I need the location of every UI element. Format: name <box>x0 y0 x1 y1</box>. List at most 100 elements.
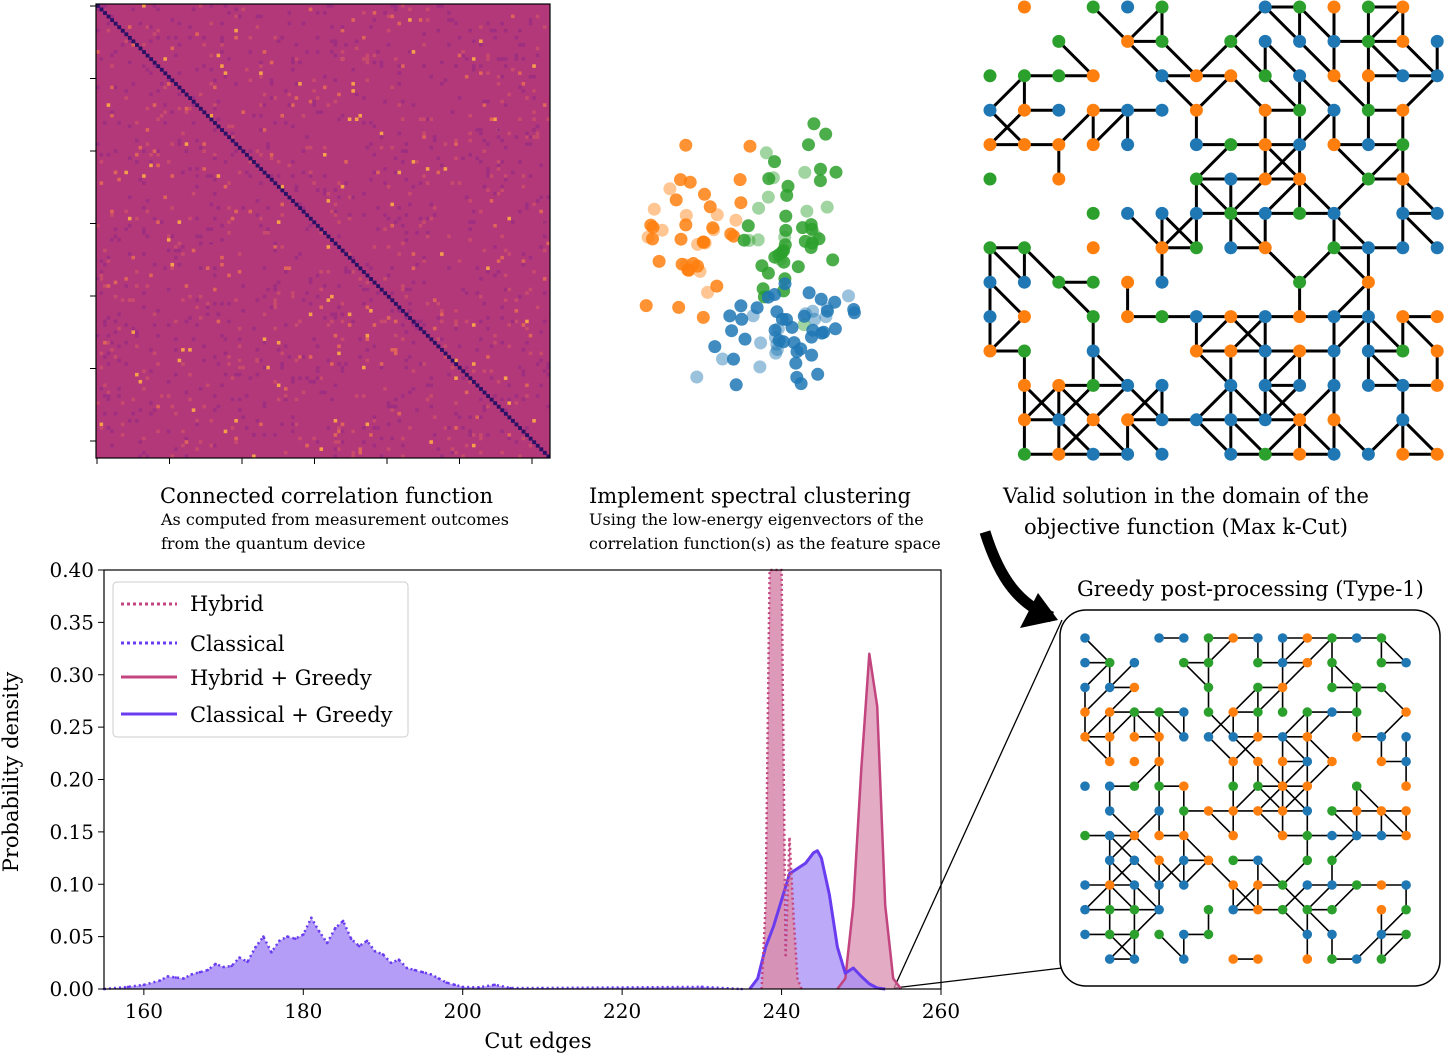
heatmap-cell <box>340 301 345 306</box>
cluster-point-blue <box>753 360 767 374</box>
heatmap-cell <box>127 252 132 256</box>
greedy-graph-edge <box>1084 662 1111 688</box>
heatmap-cell <box>411 369 416 373</box>
maxcut-graph-edge <box>1367 315 1404 353</box>
heatmap-cell <box>110 209 114 214</box>
heatmap-cell <box>195 234 199 239</box>
heatmap-cell <box>535 14 540 19</box>
heatmap-diagonal-cell <box>330 238 334 242</box>
cluster-point-green <box>796 221 809 235</box>
heatmap-cell <box>301 355 306 359</box>
maxcut-graph-node <box>1189 172 1203 186</box>
y-tick-label: 0.30 <box>49 663 94 687</box>
greedy-graph-node <box>1104 830 1115 841</box>
heatmap-cell <box>351 454 355 458</box>
greedy-graph-edge <box>1109 933 1135 960</box>
greedy-graph-node <box>1080 929 1090 940</box>
heatmap-cell <box>177 248 182 253</box>
cluster-point-green <box>761 266 775 280</box>
cluster-point-orange <box>697 235 711 249</box>
heatmap-cell <box>507 216 511 221</box>
heatmap-cell <box>330 362 334 366</box>
heatmap-cell <box>117 326 121 331</box>
heatmap-cell <box>305 376 309 380</box>
heatmap-cell <box>489 28 494 33</box>
maxcut-graph-edge <box>988 281 1026 318</box>
heatmap-cell <box>440 337 444 341</box>
heatmap-cell <box>525 135 529 139</box>
maxcut-graph-edge <box>1092 349 1129 387</box>
maxcut-graph-node <box>1327 447 1341 461</box>
cluster-point-blue <box>817 325 831 339</box>
heatmap-cell <box>408 287 412 292</box>
heatmap-cell <box>127 156 132 161</box>
heatmap-cell <box>514 319 519 324</box>
cluster-point-orange <box>679 208 693 222</box>
heatmap-cell <box>159 82 164 86</box>
greedy-graph-node <box>1129 707 1140 717</box>
heatmap-cell <box>181 348 185 352</box>
greedy-graph-edge <box>1380 637 1407 664</box>
heatmap-cell <box>234 440 238 444</box>
heatmap-cell <box>330 294 334 299</box>
heatmap-cell <box>532 110 536 114</box>
heatmap-cell <box>120 422 125 427</box>
maxcut-graph-node <box>1017 103 1031 117</box>
greedy-graph-node <box>1179 830 1189 841</box>
greedy-graph-edge <box>1282 859 1308 886</box>
heatmap-cell <box>124 323 128 327</box>
greedy-graph-node <box>1104 756 1115 767</box>
heatmap-cell <box>138 408 143 412</box>
maxcut-graph-node <box>1086 138 1100 152</box>
heatmap-cell <box>411 160 416 164</box>
heatmap-cell <box>418 319 423 324</box>
heatmap-diagonal <box>96 4 551 459</box>
greedy-graph-edge <box>1084 736 1111 763</box>
maxcut-graph-node <box>1258 172 1272 186</box>
heatmap-cell <box>404 365 409 370</box>
maxcut-graph-edge <box>1057 40 1095 77</box>
heatmap-cell <box>230 135 235 139</box>
cluster-point-orange <box>743 139 757 153</box>
heatmap-cell <box>401 436 405 441</box>
greedy-graph-node <box>1302 756 1313 767</box>
heatmap-diagonal-cell <box>142 50 146 54</box>
maxcut-graph-edge <box>1298 384 1336 421</box>
greedy-graph-node <box>1203 855 1214 866</box>
heatmap-cell <box>216 312 221 317</box>
heatmap-cell <box>422 280 426 285</box>
heatmap-cell <box>503 145 508 150</box>
heatmap-cell <box>535 135 540 139</box>
maxcut-graph-edge <box>1229 315 1267 353</box>
heatmap-cell <box>415 231 419 235</box>
heatmap-cell <box>166 82 171 86</box>
maxcut-graph-node <box>1258 69 1272 83</box>
heatmap-diagonal-cell <box>475 383 480 388</box>
heatmap-cell <box>135 330 139 334</box>
greedy-graph-node <box>1179 732 1189 742</box>
cluster-point-green <box>768 155 781 169</box>
heatmap-diagonal-cell <box>358 266 363 271</box>
heatmap-cell <box>99 181 104 185</box>
heatmap-cell <box>269 152 274 157</box>
heatmap-cell <box>383 99 387 104</box>
heatmap-cell <box>503 103 508 107</box>
cluster-point-blue <box>811 367 825 381</box>
heatmap-cell <box>503 64 508 68</box>
greedy-graph-edge <box>1133 835 1160 861</box>
heatmap-cell <box>181 362 185 366</box>
heatmap-cell <box>273 121 277 125</box>
heatmap-cell <box>223 184 228 189</box>
maxcut-graph-edge <box>1264 40 1301 77</box>
heatmap-cell <box>539 358 543 363</box>
heatmap-cell <box>468 199 472 203</box>
maxcut-graph-edge <box>1229 40 1267 77</box>
heatmap-cell <box>379 64 384 68</box>
heatmap-cell <box>308 174 313 178</box>
cluster-point-orange <box>663 182 677 196</box>
heatmap-diagonal-cell <box>181 89 185 93</box>
heatmap-cell <box>464 291 469 295</box>
heatmap-cell <box>213 394 217 398</box>
heatmap-cell <box>514 135 519 139</box>
heatmap-cell <box>135 372 139 377</box>
